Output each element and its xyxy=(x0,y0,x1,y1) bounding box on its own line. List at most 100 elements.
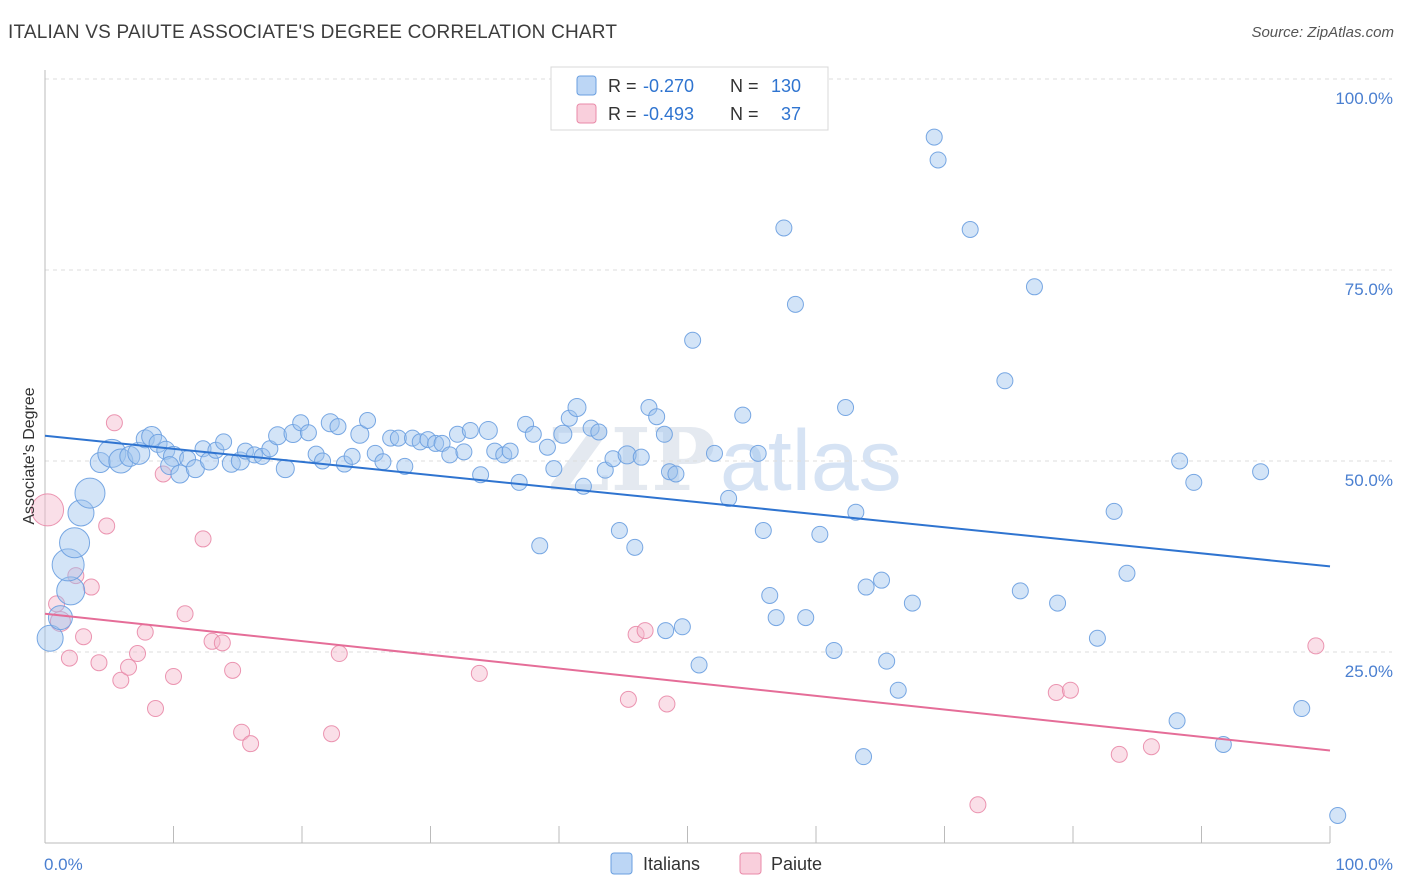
paiute-point-6 xyxy=(82,578,100,596)
paiute-point-32 xyxy=(1047,683,1065,701)
italians-n-label: N = xyxy=(730,76,759,96)
italians-point-78 xyxy=(617,445,637,465)
y-axis-label: Associate's Degree xyxy=(21,387,38,524)
italians-point-56 xyxy=(455,443,473,461)
paiute-swatch-icon xyxy=(576,103,597,124)
italians-point-57 xyxy=(461,421,479,439)
italians-point-95 xyxy=(761,586,779,604)
series-legend: Italians Paiute xyxy=(610,852,822,875)
italians-point-65 xyxy=(524,425,542,443)
y-tick-label-50: 50.0% xyxy=(1345,471,1393,490)
italians-point-84 xyxy=(661,463,679,481)
italians-point-3 xyxy=(51,548,85,582)
italians-point-59 xyxy=(478,420,498,440)
italians-point-63 xyxy=(510,473,528,491)
paiute-point-20 xyxy=(213,634,231,652)
italians-point-126 xyxy=(1329,806,1347,824)
paiute-series xyxy=(31,414,1325,814)
italians-point-94 xyxy=(754,522,772,540)
paiute-point-26 xyxy=(470,664,488,682)
paiute-point-33 xyxy=(1061,681,1079,699)
italians-point-37 xyxy=(314,452,332,470)
gridlines xyxy=(45,78,1392,653)
italians-point-4 xyxy=(59,527,91,559)
x-tick-label-max: 100.0% xyxy=(1335,855,1393,874)
paiute-r-label: R = xyxy=(608,104,637,124)
italians-point-106 xyxy=(878,652,896,670)
paiute-point-5 xyxy=(75,628,93,646)
italians-point-5 xyxy=(67,499,95,527)
italians-point-80 xyxy=(632,448,650,466)
italians-point-117 xyxy=(1088,629,1106,647)
italians-point-35 xyxy=(299,424,317,442)
italians-point-119 xyxy=(1118,564,1136,582)
paiute-point-23 xyxy=(242,735,260,753)
italians-point-18 xyxy=(170,464,190,484)
italians-point-113 xyxy=(996,372,1014,390)
italians-point-88 xyxy=(684,331,702,349)
paiute-point-9 xyxy=(105,414,123,432)
paiute-point-28 xyxy=(627,625,645,643)
italians-point-68 xyxy=(545,460,563,478)
italians-point-85 xyxy=(667,465,685,483)
italians-point-110 xyxy=(925,128,943,146)
italians-point-38 xyxy=(320,413,340,433)
paiute-point-36 xyxy=(1307,637,1325,655)
italians-point-90 xyxy=(705,444,723,462)
italians-point-12 xyxy=(135,429,155,449)
italians-point-91 xyxy=(720,489,738,507)
italians-point-51 xyxy=(419,431,437,449)
paiute-point-10 xyxy=(112,671,130,689)
italians-point-111 xyxy=(929,151,947,169)
italians-r-label: R = xyxy=(608,76,637,96)
italians-point-82 xyxy=(648,408,666,426)
italians-point-125 xyxy=(1293,700,1311,718)
italians-point-45 xyxy=(374,453,392,471)
italians-point-2 xyxy=(56,576,86,606)
legend-italians-label: Italians xyxy=(643,854,700,874)
italians-point-79 xyxy=(626,538,644,556)
paiute-point-0 xyxy=(31,493,65,527)
y-tick-label-25: 25.0% xyxy=(1345,662,1393,681)
italians-point-24 xyxy=(215,433,233,451)
italians-point-102 xyxy=(837,399,855,417)
italians-point-7 xyxy=(89,452,111,474)
paiute-point-29 xyxy=(636,622,654,640)
x-axis-ticks xyxy=(44,826,1331,843)
italians-point-93 xyxy=(749,444,767,462)
legend-paiute-label: Paiute xyxy=(771,854,822,874)
italians-point-62 xyxy=(501,442,519,460)
y-tick-label-100: 100.0% xyxy=(1335,89,1393,108)
italians-point-69 xyxy=(553,424,573,444)
italians-point-73 xyxy=(582,419,600,437)
paiute-n-value: 37 xyxy=(781,104,801,124)
stats-legend-box xyxy=(550,66,829,131)
paiute-point-4 xyxy=(67,567,85,585)
italians-point-99 xyxy=(797,609,815,627)
italians-point-114 xyxy=(1011,582,1029,600)
italians-series xyxy=(36,128,1347,824)
italians-point-105 xyxy=(873,571,891,589)
paiute-point-11 xyxy=(120,658,138,676)
paiute-point-21 xyxy=(224,661,242,679)
italians-point-60 xyxy=(486,442,504,460)
x-tick-label-min: 0.0% xyxy=(44,855,83,874)
italians-point-122 xyxy=(1185,473,1203,491)
italians-point-83 xyxy=(655,425,673,443)
paiute-trend-line xyxy=(44,612,1331,752)
paiute-point-17 xyxy=(176,605,194,623)
italians-point-77 xyxy=(610,522,628,540)
italians-point-96 xyxy=(767,609,785,627)
italians-point-112 xyxy=(961,221,979,239)
italians-r-value: -0.270 xyxy=(643,76,694,96)
italians-trend-line xyxy=(44,434,1331,568)
italians-point-55 xyxy=(448,425,466,443)
italians-point-39 xyxy=(329,418,347,436)
italians-point-108 xyxy=(855,748,873,766)
italians-point-104 xyxy=(857,578,875,596)
paiute-point-7 xyxy=(90,654,108,672)
paiute-point-14 xyxy=(147,700,165,718)
paiute-point-31 xyxy=(969,796,987,814)
paiute-n-label: N = xyxy=(730,104,759,124)
y-axis-tick-labels: 25.0% 50.0% 75.0% 100.0% xyxy=(1335,89,1393,681)
